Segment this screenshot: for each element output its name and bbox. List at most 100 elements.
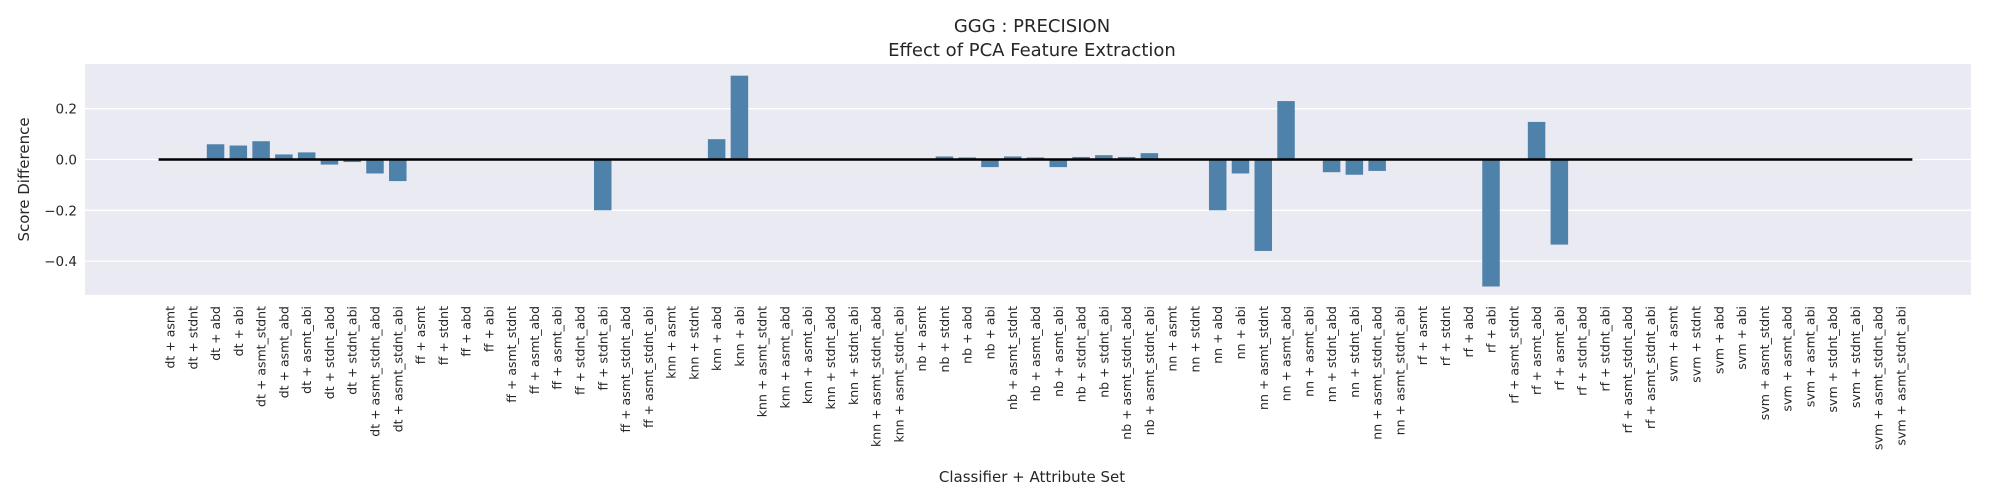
x-tick-label: rf + stdnt xyxy=(1438,306,1453,366)
x-tick-label: svm + asmt_abi xyxy=(1802,306,1817,407)
x-axis-label: Classifier + Attribute Set xyxy=(939,468,1125,486)
x-tick-label: dt + abd xyxy=(208,306,223,361)
x-tick-label: knn + stdnt xyxy=(686,306,701,380)
x-tick-label: rf + abi xyxy=(1484,306,1499,353)
x-tick-label: nn + stdnt_abi xyxy=(1347,306,1362,398)
chart-title: GGG : PRECISION xyxy=(954,16,1110,37)
x-tick-label: ff + asmt xyxy=(413,306,428,364)
y-tick-label: 0.0 xyxy=(56,153,77,169)
bar xyxy=(1550,159,1569,245)
bar xyxy=(594,159,612,211)
bar xyxy=(297,152,316,160)
x-tick-label: nb + asmt_stdnt_abd xyxy=(1119,306,1134,440)
x-tick-label: nn + stdnt_abd xyxy=(1324,306,1339,402)
y-tick-label: −0.2 xyxy=(44,203,77,219)
x-tick-label: rf + asmt_stdnt xyxy=(1506,306,1521,404)
x-tick-label: nn + asmt_abi xyxy=(1301,306,1316,397)
x-tick-label: knn + asmt_abi xyxy=(800,306,815,404)
x-tick-label: ff + asmt_stdnt_abd xyxy=(618,306,633,432)
x-tick-label: nb + asmt xyxy=(914,306,929,372)
bar xyxy=(935,156,954,160)
x-tick-label: svm + abd xyxy=(1711,306,1726,374)
bar xyxy=(229,145,248,160)
x-tick-label: nb + asmt_abd xyxy=(1028,306,1043,401)
bar xyxy=(981,159,999,168)
bar xyxy=(1003,156,1022,160)
x-tick-label: svm + stdnt_abi xyxy=(1848,306,1863,408)
x-tick-label: nb + asmt_abi xyxy=(1051,306,1066,397)
bar xyxy=(1322,159,1341,173)
x-tick-label: ff + asmt_stdnt xyxy=(504,306,519,403)
x-tick-label: ff + stdnt_abi xyxy=(595,306,610,391)
x-tick-label: nn + asmt_stdnt xyxy=(1256,306,1271,410)
bar xyxy=(1208,159,1227,211)
x-tick-label: nn + abd xyxy=(1210,306,1225,364)
bar xyxy=(1231,159,1250,174)
x-tick-label: knn + stdnt_abi xyxy=(846,306,861,405)
x-tick-label: svm + asmt_stdnt_abd xyxy=(1871,306,1886,450)
x-tick-label: svm + asmt xyxy=(1666,306,1681,382)
x-tick-label: nn + asmt_stdnt_abd xyxy=(1370,306,1385,440)
bars xyxy=(206,75,1569,287)
x-tick-label: nb + asmt_stdnt xyxy=(1005,306,1020,410)
bar xyxy=(1368,159,1386,171)
chart-subtitle: Effect of PCA Feature Extraction xyxy=(888,40,1176,61)
bar xyxy=(707,139,726,160)
x-tick-label: dt + asmt_stdnt xyxy=(254,306,269,407)
x-tick-label: knn + abi xyxy=(732,306,747,367)
x-tick-label: svm + asmt_abd xyxy=(1780,306,1795,412)
x-tick-label: dt + asmt_stdnt_abi xyxy=(390,306,405,432)
x-tick-label: dt + stdnt_abd xyxy=(322,306,337,399)
x-tick-label: knn + abd xyxy=(709,306,724,371)
x-tick-label: rf + asmt_stdnt_abi xyxy=(1643,306,1658,429)
x-tick-label: dt + abi xyxy=(231,306,246,356)
x-tick-label: nn + stdnt xyxy=(1187,306,1202,373)
x-tick-label: nb + stdnt_abd xyxy=(1074,306,1089,402)
bar xyxy=(730,75,749,160)
x-tick-label: dt + asmt_abd xyxy=(276,306,291,398)
x-tick-label: ff + abi xyxy=(481,306,496,352)
bar xyxy=(206,144,225,160)
x-tick-label: ff + stdnt xyxy=(436,306,451,365)
x-tick-label: rf + asmt xyxy=(1415,306,1430,365)
bar xyxy=(1345,159,1364,175)
bar xyxy=(252,141,270,160)
x-tick-label: nb + stdnt xyxy=(937,306,952,373)
x-tick-label: svm + stdnt_abd xyxy=(1825,306,1840,412)
x-tick-label: ff + asmt_abi xyxy=(550,306,565,390)
bar xyxy=(366,159,384,174)
bar xyxy=(1140,153,1159,160)
bar xyxy=(1482,159,1500,287)
x-tick-label: rf + asmt_abd xyxy=(1529,306,1544,395)
x-tick-label: nn + asmt_abd xyxy=(1279,306,1294,401)
x-tick-label: knn + asmt xyxy=(664,306,679,379)
bar xyxy=(1049,159,1068,168)
x-tick-label: nb + stdnt_abi xyxy=(1096,306,1111,398)
x-tick-label: ff + asmt_stdnt_abi xyxy=(641,306,656,428)
x-tick-label: nb + abd xyxy=(960,306,975,364)
bar xyxy=(1277,101,1295,160)
x-tick-label: knn + asmt_stdnt_abi xyxy=(891,306,906,443)
x-tick-label: svm + asmt_stdnt_abi xyxy=(1894,306,1909,446)
x-tick-label: rf + stdnt_abd xyxy=(1575,306,1590,396)
x-tick-label: nn + asmt xyxy=(1165,306,1180,372)
bar xyxy=(389,159,407,182)
x-tick-label: knn + asmt_abd xyxy=(777,306,792,409)
bar xyxy=(320,159,339,165)
y-axis-label: Score Difference xyxy=(15,117,33,241)
x-tick-label: knn + stdnt_abd xyxy=(823,306,838,409)
y-tick-label: −0.4 xyxy=(44,254,77,270)
plot-area xyxy=(85,64,1971,295)
bar xyxy=(1527,121,1546,160)
x-tick-label: rf + stdnt_abi xyxy=(1597,306,1612,391)
bar xyxy=(275,154,293,160)
x-tick-label: nn + abi xyxy=(1233,306,1248,359)
x-tick-label: dt + stdnt xyxy=(185,306,200,370)
x-tick-label: ff + abd xyxy=(459,306,474,357)
x-tick-label: dt + asmt xyxy=(163,306,178,369)
x-tick-label: rf + asmt_stdnt_abd xyxy=(1620,306,1635,433)
y-ticks: 0.2 0.0 −0.2 −0.4 xyxy=(44,102,77,270)
x-tick-label: dt + asmt_abi xyxy=(299,306,314,394)
x-tick-label: rf + asmt_abi xyxy=(1552,306,1567,391)
